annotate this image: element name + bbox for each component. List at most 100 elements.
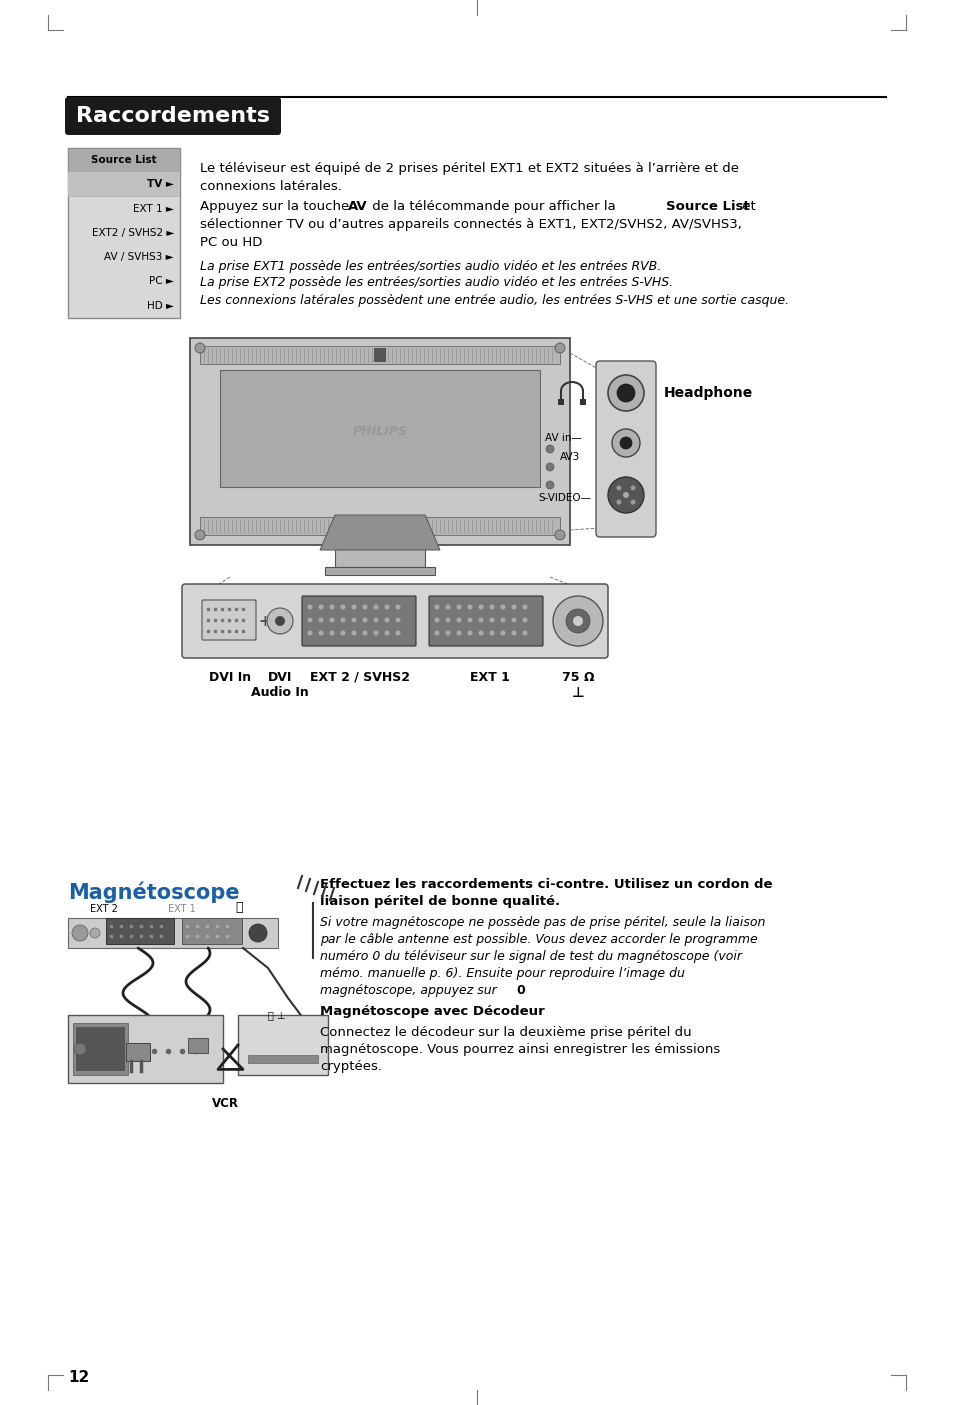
Circle shape — [489, 604, 494, 610]
Circle shape — [617, 384, 635, 402]
Circle shape — [374, 618, 378, 622]
FancyBboxPatch shape — [182, 584, 607, 658]
Circle shape — [384, 604, 389, 610]
Circle shape — [434, 604, 439, 610]
Text: magnétoscope, appuyez sur: magnétoscope, appuyez sur — [319, 983, 500, 998]
Circle shape — [573, 615, 582, 627]
Text: ⌕: ⌕ — [234, 901, 242, 915]
Text: PC ou HD: PC ou HD — [200, 236, 262, 249]
Text: Si votre magnétoscope ne possède pas de prise péritel, seule la liaison: Si votre magnétoscope ne possède pas de … — [319, 916, 764, 929]
Circle shape — [522, 618, 527, 622]
Text: ⊥: ⊥ — [571, 686, 583, 700]
Text: Effectuez les raccordements ci-contre. Utilisez un cordon de: Effectuez les raccordements ci-contre. U… — [319, 878, 772, 891]
Text: connexions latérales.: connexions latérales. — [200, 180, 341, 192]
Text: Appuyez sur la touche: Appuyez sur la touche — [200, 200, 354, 214]
Bar — [182, 917, 242, 944]
Circle shape — [274, 615, 285, 627]
Circle shape — [329, 618, 335, 622]
Circle shape — [340, 604, 345, 610]
Bar — [106, 917, 173, 944]
Circle shape — [478, 604, 483, 610]
Circle shape — [445, 631, 450, 635]
Bar — [68, 148, 180, 171]
Circle shape — [456, 631, 461, 635]
Circle shape — [553, 596, 602, 646]
FancyBboxPatch shape — [596, 361, 656, 537]
Text: VCR: VCR — [212, 1097, 239, 1110]
Circle shape — [194, 530, 205, 540]
Text: HD ►: HD ► — [147, 301, 173, 311]
Text: Audio In: Audio In — [251, 686, 309, 700]
Circle shape — [318, 604, 323, 610]
Text: 75 Ω: 75 Ω — [561, 672, 594, 684]
Circle shape — [351, 631, 356, 635]
Text: EXT2 / SVHS2 ►: EXT2 / SVHS2 ► — [91, 228, 173, 237]
Circle shape — [489, 618, 494, 622]
Circle shape — [607, 478, 643, 513]
Circle shape — [340, 631, 345, 635]
Text: Magnétoscope avec Décodeur: Magnétoscope avec Décodeur — [319, 1005, 544, 1019]
Circle shape — [362, 618, 367, 622]
Text: Connectez le décodeur sur la deuxième prise péritel du: Connectez le décodeur sur la deuxième pr… — [319, 1026, 691, 1040]
Circle shape — [395, 631, 400, 635]
Circle shape — [384, 618, 389, 622]
Circle shape — [71, 924, 88, 941]
Bar — [68, 1014, 223, 1083]
Text: EXT 1 ►: EXT 1 ► — [133, 204, 173, 214]
FancyBboxPatch shape — [429, 596, 542, 646]
Circle shape — [374, 631, 378, 635]
Bar — [76, 1027, 125, 1071]
Text: liaison péritel de bonne qualité.: liaison péritel de bonne qualité. — [319, 895, 559, 908]
Text: EXT 1: EXT 1 — [470, 672, 510, 684]
Circle shape — [511, 631, 516, 635]
Circle shape — [467, 618, 472, 622]
Bar — [73, 1023, 128, 1075]
Circle shape — [511, 618, 516, 622]
Bar — [200, 517, 559, 535]
Circle shape — [489, 631, 494, 635]
Bar — [374, 348, 386, 362]
Text: AV in—: AV in— — [544, 433, 581, 443]
Circle shape — [329, 631, 335, 635]
Text: et: et — [738, 200, 755, 214]
Circle shape — [616, 486, 620, 490]
Bar — [335, 545, 424, 568]
Circle shape — [612, 429, 639, 457]
Text: magnétoscope. Vous pourrez ainsi enregistrer les émissions: magnétoscope. Vous pourrez ainsi enregis… — [319, 1043, 720, 1057]
FancyBboxPatch shape — [65, 97, 281, 135]
Text: AV: AV — [348, 200, 367, 214]
Text: AV3: AV3 — [559, 452, 579, 462]
Circle shape — [445, 618, 450, 622]
Text: PC ►: PC ► — [149, 277, 173, 287]
Bar — [220, 370, 539, 488]
Text: numéro 0 du téléviseur sur le signal de test du magnétoscope (voir: numéro 0 du téléviseur sur le signal de … — [319, 950, 741, 962]
Bar — [190, 339, 569, 545]
Circle shape — [307, 604, 313, 610]
Circle shape — [445, 604, 450, 610]
Circle shape — [267, 608, 293, 634]
Circle shape — [351, 604, 356, 610]
Circle shape — [565, 608, 589, 634]
Circle shape — [74, 1043, 86, 1055]
Text: de la télécommande pour afficher la: de la télécommande pour afficher la — [368, 200, 619, 214]
Bar — [68, 171, 180, 197]
Circle shape — [467, 631, 472, 635]
Circle shape — [351, 618, 356, 622]
Text: EXT 2 / SVHS2: EXT 2 / SVHS2 — [310, 672, 410, 684]
Circle shape — [619, 437, 631, 450]
Polygon shape — [319, 516, 439, 549]
Text: La prise EXT1 possède les entrées/sorties audio vidéo et les entrées RVB.: La prise EXT1 possède les entrées/sortie… — [200, 260, 660, 273]
Circle shape — [362, 631, 367, 635]
Text: Le téléviseur est équipé de 2 prises péritel EXT1 et EXT2 situées à l’arrière et: Le téléviseur est équipé de 2 prises pér… — [200, 162, 739, 176]
Text: AV / SVHS3 ►: AV / SVHS3 ► — [104, 251, 173, 263]
Circle shape — [194, 343, 205, 353]
Text: Les connexions latérales possèdent une entrée audio, les entrées S-VHS et une so: Les connexions latérales possèdent une e… — [200, 294, 788, 308]
Text: DVI In: DVI In — [209, 672, 251, 684]
Circle shape — [522, 604, 527, 610]
Text: EXT 1: EXT 1 — [168, 903, 195, 915]
Bar — [325, 568, 435, 575]
Bar — [68, 917, 277, 948]
Circle shape — [607, 375, 643, 412]
Bar — [248, 1055, 317, 1064]
Text: Raccordements: Raccordements — [76, 105, 270, 126]
